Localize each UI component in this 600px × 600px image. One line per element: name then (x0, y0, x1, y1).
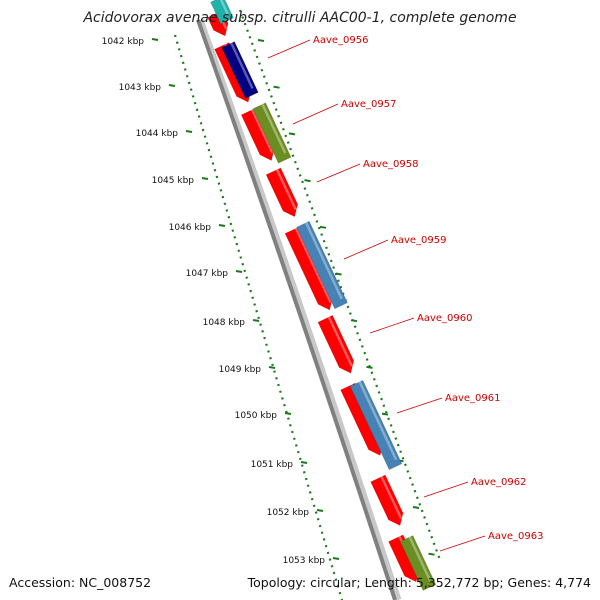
kbp-tick-label: 1048 kbp (203, 318, 246, 328)
gene-block-navy-highlight (230, 42, 254, 89)
gene-label-connector (396, 397, 443, 414)
gene-block-olive-highlight (408, 536, 432, 582)
kbp-tick-mark (151, 38, 159, 41)
kbp-tick-mark (218, 224, 226, 227)
kbp-tick-label: 1053 kbp (283, 556, 326, 566)
kbp-tick-mark (252, 319, 260, 322)
guide-tick-mark (350, 319, 358, 323)
gene-block-blue-highlight (358, 381, 398, 461)
guide-tick-mark (366, 365, 373, 369)
kbp-tick-mark (300, 461, 308, 464)
kbp-tick-label: 1046 kbp (169, 223, 212, 233)
gene-label-connector (267, 39, 311, 59)
gene-label[interactable]: Aave_0956 (313, 35, 369, 46)
gene-label-connector (423, 481, 469, 498)
gene-label-connector (369, 317, 415, 334)
gene-block-olive (399, 535, 437, 591)
kbp-tick-label: 1047 kbp (186, 269, 229, 279)
kbp-tick-mark (168, 84, 176, 87)
kbp-tick-mark (332, 557, 340, 560)
kbp-tick-mark (185, 130, 193, 133)
gene-block-olive-highlight (261, 103, 287, 154)
gene-label[interactable]: Aave_0958 (363, 159, 419, 170)
gene-labels: Aave_0956 Aave_0957 Aave_0958 Aave_0959 Aave… (267, 35, 544, 552)
gene-arrow-red-highlight (251, 109, 274, 154)
ruler-dotted-line (173, 34, 344, 600)
ruler-dotted-line-right (238, 9, 442, 561)
kbp-tick-label: 1050 kbp (235, 411, 278, 421)
backbone-shadow (196, 18, 402, 600)
guide-tick-mark (273, 85, 280, 89)
kbp-ruler: 1042 kbp 1043 kbp 1044 kbp 1045 kbp 1046 kbp… (102, 9, 442, 600)
backbone-line (196, 19, 397, 600)
gene-block-olive (252, 102, 292, 164)
guide-tick-mark (304, 179, 311, 183)
guide-tick-mark (412, 506, 420, 509)
gene-arrow-red-highlight (380, 476, 403, 519)
gene-arrow-red-highlight (327, 316, 353, 367)
guide-tick-mark (428, 552, 435, 556)
guide-tick-mark (257, 39, 265, 42)
genome-backbone (196, 18, 402, 600)
gene-block-cyan (210, 0, 234, 25)
gene-label-connector (439, 535, 486, 552)
gene-block-navy (221, 41, 259, 99)
accession-text: Accession: NC_008752 (9, 575, 152, 590)
gene-features (207, 0, 437, 591)
gene-block-blue-highlight (304, 222, 343, 300)
gene-arrow-red (370, 474, 404, 527)
kbp-tick-label: 1051 kbp (251, 460, 294, 470)
kbp-tick-label: 1045 kbp (152, 176, 195, 186)
genome-stats-text: Topology: circular; Length: 5,352,772 bp… (247, 575, 591, 590)
gene-label-connector (292, 103, 339, 125)
gene-label[interactable]: Aave_0957 (341, 99, 397, 110)
map-title: Acidovorax avenae subsp. citrulli AAC00-… (83, 10, 517, 26)
kbp-tick-mark (284, 412, 292, 415)
gene-arrow-red-highlight (275, 169, 297, 211)
gene-label[interactable]: Aave_0959 (391, 235, 447, 246)
guide-tick-mark (335, 272, 342, 276)
gene-block-cyan-highlight (219, 0, 229, 15)
kbp-tick-mark (201, 177, 209, 180)
kbp-tick-label: 1044 kbp (136, 129, 179, 139)
gene-label[interactable]: Aave_0961 (445, 393, 501, 404)
kbp-tick-label: 1042 kbp (102, 37, 145, 47)
guide-tick-mark (381, 412, 389, 416)
kbp-tick-label: 1052 kbp (267, 508, 310, 518)
gene-label[interactable]: Aave_0962 (471, 477, 527, 488)
gene-arrow-red (265, 167, 299, 218)
kbp-tick-label: 1049 kbp (219, 365, 262, 375)
kbp-tick-mark (268, 366, 276, 369)
gene-label[interactable]: Aave_0963 (488, 531, 544, 542)
gene-label-connector (343, 239, 389, 260)
gene-arrow-red-highlight (294, 227, 332, 304)
gene-label-connector (316, 163, 361, 183)
kbp-tick-label: 1043 kbp (119, 83, 162, 93)
gene-block-blue (349, 379, 403, 471)
gene-arrow-red (317, 314, 355, 374)
gene-block-blue (296, 220, 348, 310)
guide-tick-mark (319, 225, 327, 229)
kbp-tick-mark (235, 270, 243, 273)
gene-label[interactable]: Aave_0960 (417, 313, 473, 324)
guide-tick-mark (288, 132, 296, 136)
kbp-tick-mark (316, 509, 324, 512)
